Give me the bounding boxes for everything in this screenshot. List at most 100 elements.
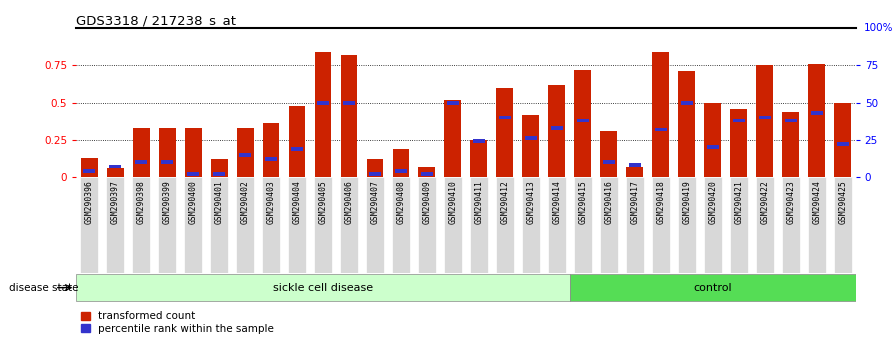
Bar <box>418 167 435 177</box>
Text: GSM290419: GSM290419 <box>682 180 692 224</box>
Text: sickle cell disease: sickle cell disease <box>273 282 373 293</box>
FancyBboxPatch shape <box>236 177 254 273</box>
Bar <box>133 128 150 177</box>
Bar <box>785 119 797 122</box>
Text: GSM290420: GSM290420 <box>708 180 718 224</box>
Bar <box>811 111 823 115</box>
Bar <box>629 163 641 167</box>
Bar <box>343 101 355 104</box>
FancyBboxPatch shape <box>521 177 540 273</box>
Bar <box>211 159 228 177</box>
Text: GSM290418: GSM290418 <box>656 180 666 224</box>
FancyBboxPatch shape <box>418 177 436 273</box>
Bar <box>574 70 591 177</box>
Bar <box>837 142 849 146</box>
Text: GSM290408: GSM290408 <box>396 180 406 224</box>
Bar <box>733 119 745 122</box>
Bar <box>239 153 251 156</box>
Bar <box>83 169 95 173</box>
Bar <box>392 149 409 177</box>
FancyBboxPatch shape <box>76 274 570 301</box>
Bar <box>626 167 643 177</box>
Bar <box>681 101 693 104</box>
FancyBboxPatch shape <box>366 177 384 273</box>
Bar <box>135 160 147 164</box>
FancyBboxPatch shape <box>470 177 488 273</box>
Bar <box>522 115 539 177</box>
FancyBboxPatch shape <box>599 177 618 273</box>
Bar <box>369 172 381 176</box>
Bar <box>603 160 615 164</box>
Text: GSM290413: GSM290413 <box>526 180 536 224</box>
Text: GSM290404: GSM290404 <box>292 180 302 224</box>
Bar <box>808 64 825 177</box>
Text: GSM290400: GSM290400 <box>188 180 198 224</box>
Bar <box>213 172 225 176</box>
Text: GSM290401: GSM290401 <box>214 180 224 224</box>
Text: GSM290422: GSM290422 <box>760 180 770 224</box>
FancyBboxPatch shape <box>495 177 514 273</box>
Bar <box>265 157 277 161</box>
Text: GSM290407: GSM290407 <box>370 180 380 224</box>
FancyBboxPatch shape <box>340 177 358 273</box>
FancyBboxPatch shape <box>729 177 748 273</box>
FancyBboxPatch shape <box>703 177 722 273</box>
Text: GSM290412: GSM290412 <box>500 180 510 224</box>
Text: GSM290397: GSM290397 <box>110 180 120 224</box>
Text: GSM290416: GSM290416 <box>604 180 614 224</box>
Text: GSM290396: GSM290396 <box>84 180 94 224</box>
FancyBboxPatch shape <box>755 177 774 273</box>
FancyBboxPatch shape <box>807 177 826 273</box>
Text: GSM290403: GSM290403 <box>266 180 276 224</box>
FancyBboxPatch shape <box>444 177 462 273</box>
Bar <box>161 160 173 164</box>
Bar <box>525 137 537 140</box>
Text: GSM290414: GSM290414 <box>552 180 562 224</box>
Bar <box>314 52 332 177</box>
Bar <box>187 172 199 176</box>
Bar <box>473 139 485 143</box>
Text: GSM290417: GSM290417 <box>630 180 640 224</box>
FancyBboxPatch shape <box>288 177 306 273</box>
Bar <box>577 119 589 122</box>
FancyBboxPatch shape <box>573 177 592 273</box>
Bar <box>652 52 669 177</box>
Bar <box>340 55 358 177</box>
Text: disease state: disease state <box>9 282 79 293</box>
FancyBboxPatch shape <box>210 177 228 273</box>
Bar <box>834 103 851 177</box>
FancyBboxPatch shape <box>833 177 852 273</box>
Text: GSM290405: GSM290405 <box>318 180 328 224</box>
Text: control: control <box>694 282 732 293</box>
FancyBboxPatch shape <box>625 177 644 273</box>
Bar <box>107 168 124 177</box>
Text: GSM290421: GSM290421 <box>734 180 744 224</box>
Bar <box>109 165 121 169</box>
Bar <box>704 103 721 177</box>
Text: GSM290411: GSM290411 <box>474 180 484 224</box>
FancyBboxPatch shape <box>314 177 332 273</box>
Text: GSM290406: GSM290406 <box>344 180 354 224</box>
Bar <box>421 172 433 176</box>
Bar <box>395 169 407 173</box>
FancyBboxPatch shape <box>781 177 800 273</box>
FancyBboxPatch shape <box>106 177 125 273</box>
FancyBboxPatch shape <box>132 177 151 273</box>
FancyBboxPatch shape <box>677 177 696 273</box>
Bar <box>159 128 176 177</box>
Text: GSM290424: GSM290424 <box>812 180 822 224</box>
Bar <box>237 128 254 177</box>
Bar <box>263 124 280 177</box>
Text: GDS3318 / 217238_s_at: GDS3318 / 217238_s_at <box>76 14 237 27</box>
Bar <box>317 101 329 104</box>
Bar <box>600 131 617 177</box>
Bar <box>548 85 565 177</box>
Text: GSM290398: GSM290398 <box>136 180 146 224</box>
Bar <box>730 109 747 177</box>
Text: GSM290423: GSM290423 <box>786 180 796 224</box>
Bar <box>470 140 487 177</box>
Bar <box>756 65 773 177</box>
Bar <box>782 112 799 177</box>
Bar <box>496 88 513 177</box>
Text: GSM290409: GSM290409 <box>422 180 432 224</box>
